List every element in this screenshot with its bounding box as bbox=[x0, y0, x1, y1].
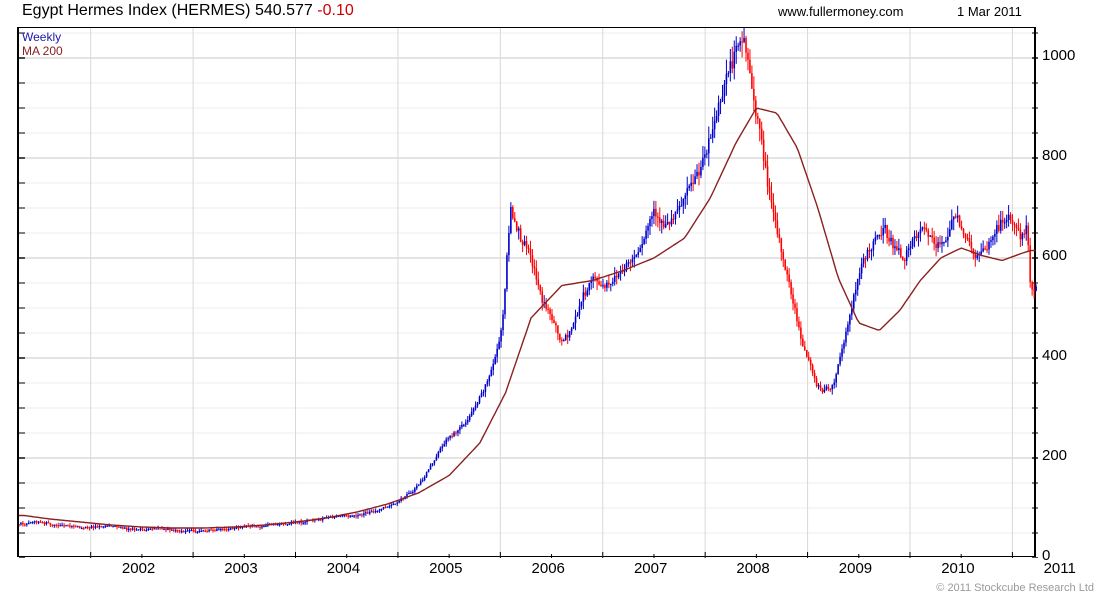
x-axis-tick-label: 2003 bbox=[224, 560, 258, 577]
price-bars-series bbox=[19, 28, 1037, 535]
x-axis-tick-label: 2011 bbox=[1043, 560, 1076, 577]
y-axis-tick-label: 600 bbox=[1042, 247, 1068, 264]
x-axis-tick-label: 2010 bbox=[941, 560, 975, 577]
x-axis-tick-label: 2005 bbox=[429, 560, 463, 577]
x-axis-tick-label: 2009 bbox=[838, 560, 873, 577]
copyright-notice: © 2011 Stockcube Research Ltd bbox=[936, 582, 1094, 594]
legend-item-weekly: Weekly bbox=[22, 30, 62, 44]
chart-date: 1 Mar 2011 bbox=[957, 4, 1022, 19]
x-axis-tick-label: 2002 bbox=[121, 560, 156, 577]
ma200-line bbox=[19, 107, 1036, 529]
y-axis-tick-label: 200 bbox=[1042, 447, 1068, 464]
chart-legend: Weekly MA 200 bbox=[22, 30, 63, 58]
x-axis-tick-label: 2004 bbox=[326, 560, 361, 577]
instrument-name: Egypt Hermes Index (HERMES) bbox=[22, 2, 251, 19]
x-axis-tick-label: 2006 bbox=[531, 560, 565, 577]
y-axis-tick-label: 400 bbox=[1042, 347, 1068, 364]
chart-plot-area[interactable] bbox=[17, 27, 1038, 558]
y-axis-tick-label: 1000 bbox=[1042, 47, 1076, 64]
legend-item-ma200: MA 200 bbox=[22, 44, 63, 58]
axis-ticks bbox=[19, 32, 1038, 558]
price-change: -0.10 bbox=[317, 2, 354, 19]
gridlines bbox=[19, 28, 1038, 558]
chart-header: Egypt Hermes Index (HERMES) 540.577 -0.1… bbox=[0, 0, 1100, 26]
last-price: 540.577 bbox=[254, 2, 313, 19]
x-axis-tick-label: 2007 bbox=[633, 560, 668, 577]
page-title: Egypt Hermes Index (HERMES) 540.577 -0.1… bbox=[22, 2, 354, 20]
price-chart-svg bbox=[19, 28, 1038, 558]
website-label: www.fullermoney.com bbox=[778, 4, 904, 19]
y-axis-tick-label: 800 bbox=[1042, 147, 1068, 164]
y-axis-tick-label: 0 bbox=[1042, 547, 1051, 564]
x-axis-tick-label: 2008 bbox=[736, 560, 770, 577]
